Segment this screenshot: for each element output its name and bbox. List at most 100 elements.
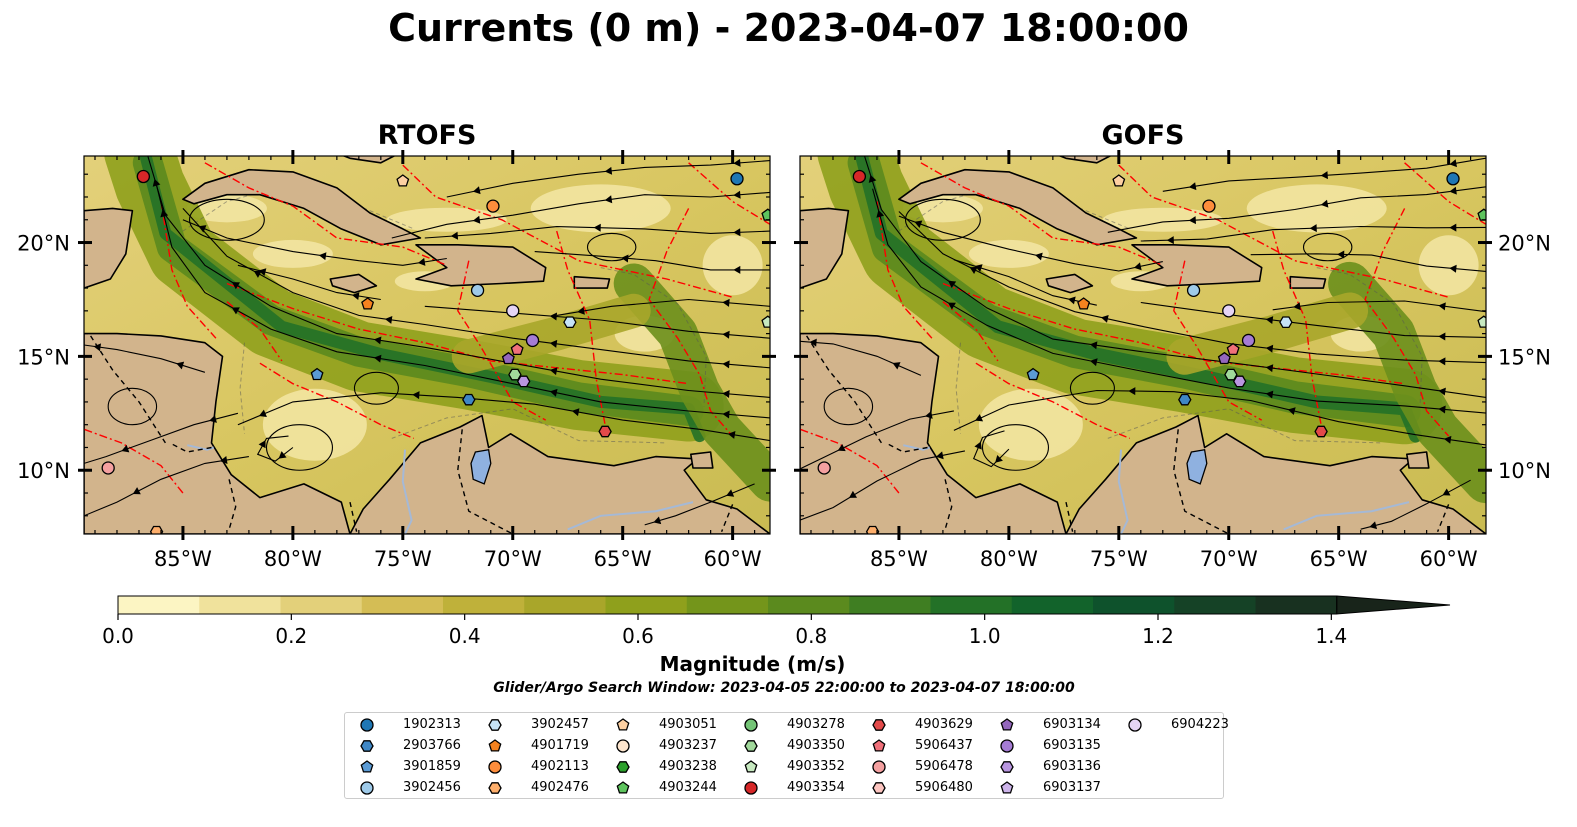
legend-label: 3902457 xyxy=(531,717,589,732)
legend-label: 4903051 xyxy=(659,717,717,732)
platform-marker-5906437 xyxy=(1226,342,1240,356)
land-area xyxy=(573,275,611,289)
legend-label: 6904223 xyxy=(1171,717,1229,732)
platform-marker-4903051 xyxy=(1112,174,1126,187)
colorbar-segment xyxy=(1255,596,1338,614)
land-area xyxy=(1289,275,1327,289)
platform-marker-5906478 xyxy=(101,461,115,475)
platform-marker-4903354 xyxy=(852,169,867,184)
legend-label: 4903629 xyxy=(915,717,973,732)
search-window-note: Glider/Argo Search Window: 2023-04-05 22… xyxy=(493,680,1075,696)
legend-marker xyxy=(616,781,630,794)
platform-marker-4901719 xyxy=(361,297,375,310)
colorbar-tick-label: 0.0 xyxy=(102,624,134,648)
legend-label: 6903134 xyxy=(1043,717,1101,732)
land-area xyxy=(1131,244,1263,287)
platform-marker-3902457 xyxy=(1279,316,1293,329)
land-area xyxy=(84,332,351,534)
colorbar-extend-arrow xyxy=(1336,595,1451,615)
legend-label: 2903766 xyxy=(403,738,461,753)
platform-marker-4902476 xyxy=(149,525,164,534)
platform-marker-3901859 xyxy=(1026,367,1040,381)
legend-marker xyxy=(872,760,886,774)
colorbar-segment xyxy=(605,596,688,614)
legend-marker-circle-icon xyxy=(360,781,374,795)
platform-marker-4903051 xyxy=(396,174,410,187)
colorbar-segment xyxy=(1093,596,1175,614)
legend-marker xyxy=(360,718,374,732)
legend-marker xyxy=(872,739,886,752)
legend-marker xyxy=(744,760,758,773)
platform-marker-6903136 xyxy=(516,375,531,388)
y-tick-label: 20°N xyxy=(1498,232,1551,256)
legend-marker-circle-icon xyxy=(488,760,502,774)
legend-marker-hexagon-icon xyxy=(488,719,502,731)
colorbar: 0.0 0.2 0.4 0.6 0.8 1.0 1.2 1.4 xyxy=(102,595,1451,648)
legend-marker xyxy=(1128,718,1142,732)
land-area xyxy=(349,414,770,534)
legend-marker-pentagon-icon xyxy=(616,781,630,794)
legend-marker-pentagon-icon xyxy=(360,760,374,773)
colorbar-segment xyxy=(118,596,200,614)
colorbar-segment xyxy=(686,596,769,614)
platform-marker-4902113 xyxy=(486,199,500,213)
legend-label: 6903136 xyxy=(1043,759,1101,774)
platform-marker-6903134 xyxy=(501,351,515,365)
rtofs-map: 85°W 80°W 75°W 70°W 65°W 60°W 10°N 15°N 20°N xyxy=(17,150,776,571)
platform-marker-1902313 xyxy=(730,172,744,186)
legend-marker-circle-icon xyxy=(744,718,758,732)
colorbar-tick-label: 0.8 xyxy=(795,624,827,648)
x-tick-label: 85°W xyxy=(870,547,928,571)
legend-marker-circle-icon xyxy=(1000,739,1014,753)
legend-marker-hexagon-icon xyxy=(488,782,502,794)
y-tick-label: 10°N xyxy=(1498,459,1551,483)
legend-label: 4903352 xyxy=(787,759,845,774)
legend-marker xyxy=(744,781,758,795)
legend-label: 6903137 xyxy=(1043,780,1101,795)
platform-marker-4901719 xyxy=(1077,297,1091,310)
platform-marker-4903629 xyxy=(598,425,612,438)
platform-marker-3901859 xyxy=(310,367,324,381)
x-tick-label: 80°W xyxy=(980,547,1038,571)
legend-marker xyxy=(360,760,374,773)
platform-marker-3902456 xyxy=(470,283,485,297)
colorbar-segment xyxy=(1011,596,1094,614)
land-area xyxy=(800,207,850,289)
panel-title-rtofs: RTOFS xyxy=(377,120,477,151)
legend-label: 4903350 xyxy=(787,738,845,753)
platform-marker-4902113 xyxy=(1202,199,1216,213)
colorbar-tick-label: 1.4 xyxy=(1315,624,1347,648)
land-area xyxy=(1057,156,1111,164)
legend-label: 5906480 xyxy=(915,780,973,795)
platform-marker-4903352 xyxy=(1477,315,1486,328)
legend-marker-circle-icon xyxy=(872,760,886,774)
platform-marker-2903766 xyxy=(1178,393,1192,406)
legend-label: 1902313 xyxy=(403,717,461,732)
panel-title-gofs: GOFS xyxy=(1101,120,1185,151)
land-area xyxy=(84,207,134,289)
platform-marker-6903135 xyxy=(1241,333,1256,348)
colorbar-tick-label: 0.2 xyxy=(275,624,307,648)
y-tick-label: 15°N xyxy=(1498,345,1551,369)
colorbar-label: Magnitude (m/s) xyxy=(659,652,846,676)
colorbar-segment xyxy=(280,596,363,614)
figure-title: Currents (0 m) - 2023-04-07 18:00:00 xyxy=(388,6,1189,50)
lake-maracaibo xyxy=(470,448,492,485)
colorbar-segment xyxy=(768,596,850,614)
legend-marker xyxy=(616,761,630,773)
colorbar-segment xyxy=(199,596,281,614)
y-tick-label: 10°N xyxy=(17,459,70,483)
x-tick-label: 75°W xyxy=(374,547,432,571)
platform-marker-6903135 xyxy=(525,333,540,348)
legend-marker-hexagon-icon xyxy=(360,740,374,752)
colorbar-tick-label: 1.2 xyxy=(1142,624,1174,648)
land-area xyxy=(1065,414,1486,534)
legend-marker xyxy=(488,739,502,752)
land-area xyxy=(341,156,395,164)
legend-label: 3901859 xyxy=(403,759,461,774)
legend-marker xyxy=(616,718,630,731)
legend-marker-circle-icon xyxy=(360,718,374,732)
legend-marker-circle-icon xyxy=(1128,718,1142,732)
land-area xyxy=(1045,273,1094,294)
